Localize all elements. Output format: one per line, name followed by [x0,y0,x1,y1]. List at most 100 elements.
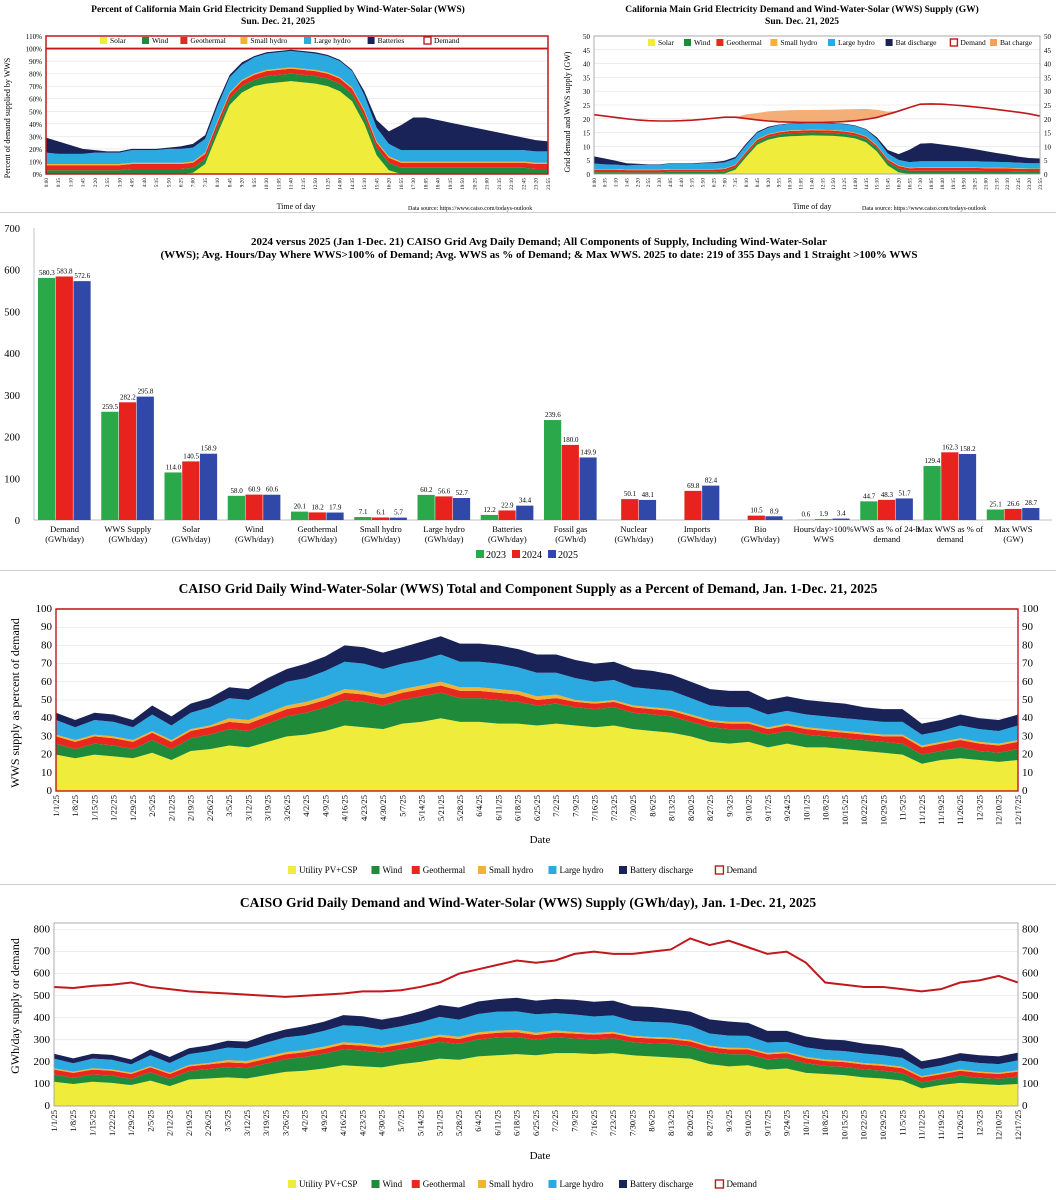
bar-value-label: 20.1 [294,503,307,511]
area-bat-charge [594,103,1040,123]
bar-value-label: 282.2 [120,393,136,401]
legend-item-2024: 2024 [512,550,542,561]
legend-label: Solar [658,38,674,47]
x-tick-label: 11/19/25 [936,795,946,825]
x-category-label: WWS as % of 24-h [854,524,921,534]
x-tick-label: 5/7/25 [396,1110,406,1132]
bar-2025-wws-as-of-24-h-demand [895,498,913,520]
legend-swatch [619,1180,627,1188]
plot-frame [53,922,1019,1107]
x-tick-label: 2/19/25 [184,1110,194,1136]
bar-2025-demand-gwh-day [73,281,91,520]
y-tick-label: 20 [583,116,591,124]
area-geothermal [56,685,1018,755]
y2-tick-label: 0 [1022,1100,1028,1112]
legend-swatch [180,37,188,44]
x-tick-label: 21:00 [983,178,989,190]
x-tick-label: 18:05 [929,178,935,190]
legend-item-geothermal: Geothermal [180,36,226,45]
bar-2024-max-wws-gw [1004,508,1022,520]
x-tick-label: 10/15/25 [839,1110,849,1140]
bar-value-label: 48.1 [642,491,655,499]
legend-label: Geothermal [190,36,225,45]
x-tick-label: 9/3/25 [724,1110,734,1132]
legend-swatch [770,39,778,46]
x-tick-label: 0:35 [56,178,62,188]
legend-label: Wind [152,36,169,45]
bar-2025-geothermal-gwh-day [326,512,344,520]
bar-2024-fossil-gas-gwh-d [561,444,579,520]
bar-value-label: 60.2 [420,486,433,494]
bar-2024-wind-gwh-day [245,494,263,520]
x-category-label: demand [873,534,901,544]
y2-tick-label: 90 [1022,621,1034,633]
x-tick-label: 12:15 [820,178,826,190]
x-tick-label: 12/10/25 [994,1110,1004,1140]
bar-value-label: 22.9 [501,501,514,509]
y2-tick-label: 600 [1022,968,1039,980]
legend-swatch [714,1179,725,1189]
area-large-hydro [56,654,1018,746]
y-tick-label: 0 [587,171,591,179]
y-tick-label: 50% [29,108,42,116]
x-tick-label: 11/12/25 [917,795,927,825]
x-tick-label: 9/24/25 [782,795,792,821]
y2-tick-label: 45 [1044,47,1052,55]
legend-swatch [371,1180,380,1188]
x-tick-label: 1/1/25 [51,795,61,817]
y-tick-label: 600 [34,968,51,980]
bar-value-label: 52.7 [456,489,469,497]
x-tick-label: 21:00 [485,178,491,190]
x-tick-label: 6/25/25 [531,1110,541,1136]
x-tick-label: 23:20 [1027,178,1033,190]
legend-item-solar: Solar [648,38,674,47]
x-tick-label: 3/26/25 [282,795,292,821]
y-tick-label: 45 [583,47,591,55]
x-tick-label: 10/1/25 [801,1110,811,1136]
bar-2024-hours-day-100-wws [814,519,832,520]
x-category-label: Small hydro [360,524,402,534]
legend-swatch [411,1180,420,1188]
bar-2025-max-wws-as-of-demand [958,454,977,520]
x-tick-label: 22:45 [1016,178,1022,190]
bar-2023-max-wws-gw [986,509,1004,520]
x-tick-label: 5:15 [690,178,696,188]
legend-item-small-hydro: Small hydro [477,865,534,875]
legend-label: Batteries [378,36,405,45]
x-tick-label: 0:00 [44,178,50,188]
y2-tick-label: 15 [1044,130,1052,138]
x-category-label: Geothermal [298,524,339,534]
bar-value-label: 34.4 [519,497,532,505]
y-tick-label: 30 [41,730,53,742]
y2-tick-label: 40 [1022,712,1034,724]
area-battery-discharge [56,636,1018,735]
area-solar [594,135,1040,174]
x-tick-label: 10/22/25 [859,795,869,825]
x-category-label: (GWh/day) [235,534,274,544]
x-tick-label: 4/9/25 [319,1110,329,1132]
bar-2023-wws-as-of-24-h-demand [860,501,878,520]
legend-swatch [684,39,691,46]
y-tick-label: 700 [4,224,20,235]
x-tick-label: 0:35 [603,178,609,188]
legend-label: Large hydro [559,865,604,875]
x-tick-label: 0:00 [592,178,598,188]
bar-value-label: 6.1 [376,508,385,516]
x-tick-label: 6/4/25 [474,795,484,817]
legend-swatch [548,1180,557,1188]
bar-2023-small-hydro-gwh-day [354,517,372,520]
legend-item-wind: Wind [142,36,169,45]
chart-legend: 2023 2024 2025 [476,550,578,561]
x-tick-label: 22:45 [521,178,527,190]
bar-value-label: 129.4 [924,457,940,465]
x-tick-label: 7/23/25 [608,1110,618,1136]
bar-value-label: 162.3 [942,443,958,451]
bar-2024-imports-gwh-day [684,490,702,520]
x-category-label: Batteries [492,524,522,534]
x-tick-label: 6/25/25 [532,795,542,821]
chart-percent-intraday: Percent of California Main Grid Electric… [3,4,552,212]
bar-value-label: 17.9 [329,504,342,512]
y-tick-label: 110% [26,33,42,41]
x-tick-label: 2/5/25 [147,795,157,817]
x-tick-label: 3:30 [657,178,663,188]
